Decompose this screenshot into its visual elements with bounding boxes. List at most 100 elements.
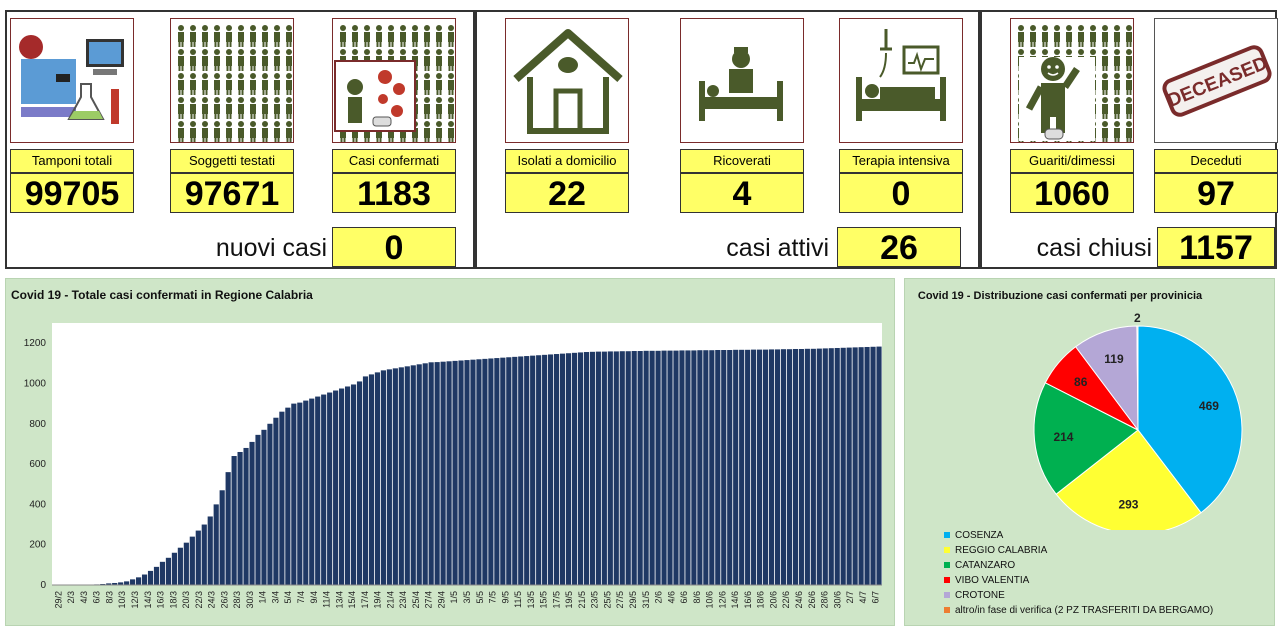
- x-tick-label: 1/4: [258, 591, 268, 604]
- bar: [267, 423, 273, 585]
- bar: [225, 472, 231, 585]
- person-icon: [250, 97, 256, 119]
- bar: [386, 369, 392, 585]
- bar: [130, 579, 136, 585]
- house-icon: [505, 18, 629, 143]
- person-icon: [190, 25, 196, 47]
- bar: [153, 566, 160, 585]
- bar: [798, 348, 804, 585]
- person-icon: [250, 73, 256, 95]
- bar-chart-panel: Covid 19 - Totale casi confermati in Reg…: [5, 278, 895, 626]
- person-icon: [262, 25, 268, 47]
- person-icon: [1114, 73, 1120, 95]
- person-icon: [214, 25, 220, 47]
- legend-swatch: [944, 607, 950, 614]
- tests-panel: Tamponi totali 99705 Soggetti testati 97…: [5, 10, 475, 269]
- bar: [631, 351, 637, 585]
- legend-entry: VIBO VALENTIA: [944, 573, 1213, 588]
- x-tick-label: 6/6: [679, 591, 689, 604]
- bar: [559, 353, 566, 585]
- person-icon: [262, 121, 268, 142]
- card-value: 4: [680, 173, 804, 213]
- pie-slice: [1033, 382, 1139, 495]
- x-tick-label: 18/3: [168, 591, 178, 609]
- person-icon: [1126, 97, 1132, 119]
- bar: [625, 351, 631, 585]
- pie-slice: [1137, 325, 1243, 514]
- bar: [870, 346, 876, 585]
- legend-label: altro/in fase di verifica (2 PZ TRASFERI…: [955, 605, 1214, 616]
- person-icon: [178, 97, 184, 119]
- legend-entry: COSENZA: [944, 528, 1213, 543]
- bar: [374, 372, 381, 585]
- bar: [261, 429, 267, 585]
- person-icon: [1102, 73, 1108, 95]
- x-tick-label: 18/6: [756, 591, 766, 609]
- person-icon: [214, 97, 220, 119]
- bar: [452, 360, 458, 585]
- y-tick-label: 400: [29, 499, 46, 510]
- pie-slice: [1136, 325, 1139, 431]
- bar: [249, 441, 255, 585]
- x-tick-label: 28/6: [820, 591, 830, 609]
- x-tick-label: 27/4: [424, 591, 434, 609]
- person-icon: [178, 49, 184, 71]
- x-tick-label: 7/4: [296, 591, 306, 604]
- person-icon: [1102, 25, 1108, 47]
- bar: [542, 354, 548, 585]
- card-value: 22: [505, 173, 629, 213]
- legend-swatch: [944, 577, 950, 584]
- legend-entry: REGGIO CALABRIA: [944, 543, 1213, 558]
- nuovi-casi-label: nuovi casi: [215, 234, 327, 262]
- card-value: 99705: [10, 173, 134, 213]
- bar: [876, 346, 882, 585]
- bar: [350, 384, 357, 585]
- bar: [846, 347, 852, 585]
- bar: [404, 366, 410, 585]
- bar: [189, 536, 195, 585]
- y-tick-label: 1200: [24, 338, 47, 349]
- person-icon: [1030, 25, 1036, 47]
- bar: [416, 364, 422, 585]
- bar: [500, 357, 506, 585]
- bar: [482, 358, 488, 585]
- bar: [828, 348, 834, 585]
- x-tick-label: 8/6: [692, 591, 702, 604]
- x-tick-label: 17/4: [360, 591, 370, 609]
- y-tick-label: 600: [29, 459, 46, 470]
- x-tick-label: 11/4: [322, 591, 332, 608]
- bar: [201, 524, 207, 585]
- person-icon: [274, 25, 280, 47]
- person-icon: [226, 97, 232, 119]
- person-icon: [262, 97, 268, 119]
- x-tick-label: 22/6: [781, 591, 791, 609]
- bar: [422, 363, 428, 585]
- person-icon: [1126, 73, 1132, 95]
- x-tick-label: 20/6: [768, 591, 778, 609]
- person-icon: [286, 121, 292, 142]
- x-tick-label: 4/6: [666, 591, 676, 604]
- person-icon: [1102, 49, 1108, 71]
- bar: [398, 367, 404, 585]
- bar: [834, 347, 840, 585]
- active-panel: Isolati a domicilio 22 Ricoverati 4: [475, 10, 980, 269]
- bar: [440, 361, 446, 585]
- bar: [207, 516, 213, 585]
- card-label: Soggetti testati: [170, 149, 294, 173]
- person-icon: [190, 49, 196, 71]
- bar: [757, 349, 763, 585]
- bar: [464, 360, 470, 585]
- x-tick-label: 23/5: [590, 591, 600, 609]
- person-icon: [238, 97, 244, 119]
- bar: [565, 353, 572, 585]
- x-tick-label: 2/7: [845, 591, 855, 604]
- person-icon: [1102, 121, 1108, 142]
- pie-legend: COSENZA REGGIO CALABRIA CATANZARO VIBO VALE…: [944, 528, 1213, 618]
- x-tick-label: 11/5: [513, 591, 523, 608]
- person-icon: [202, 73, 208, 95]
- person-icon: [448, 73, 454, 95]
- x-tick-label: 3/4: [270, 591, 280, 604]
- pie-data-label: 214: [1053, 430, 1073, 444]
- person-icon: [424, 25, 430, 47]
- closed-panel: Guariti/dimessi 1060 DECEASED Deceduti 9…: [980, 10, 1278, 269]
